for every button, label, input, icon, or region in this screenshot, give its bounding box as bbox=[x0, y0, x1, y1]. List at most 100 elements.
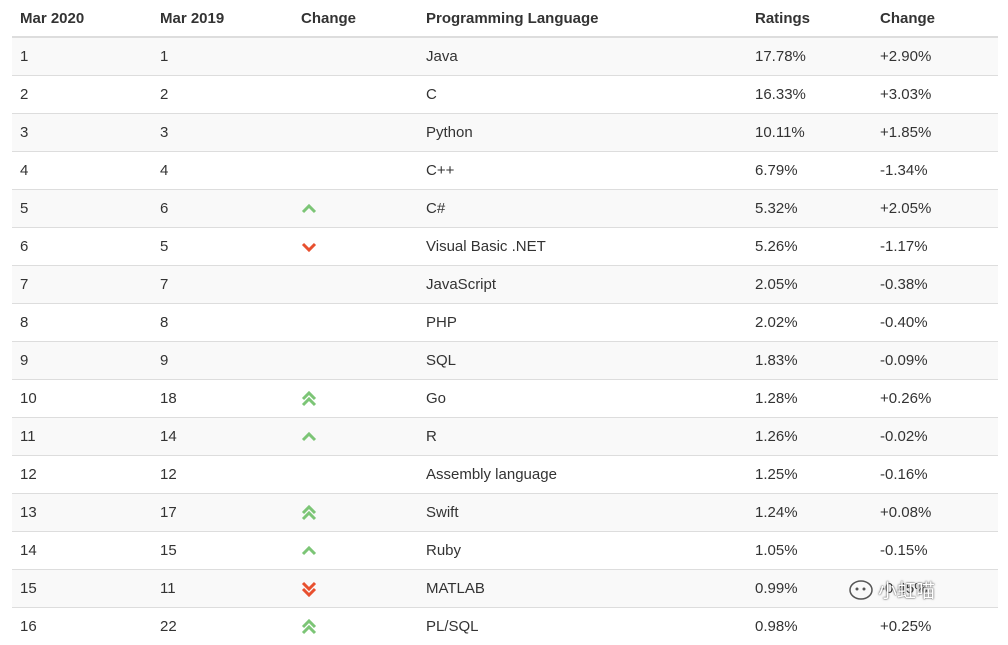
cell: PL/SQL bbox=[418, 608, 747, 645]
cell: -0.15% bbox=[872, 532, 998, 570]
cell: 1.83% bbox=[747, 342, 872, 380]
cell: 13 bbox=[12, 494, 152, 532]
cell: -0.02% bbox=[872, 418, 998, 456]
cell: +0.26% bbox=[872, 380, 998, 418]
cell: Python bbox=[418, 114, 747, 152]
header: Change bbox=[293, 0, 418, 37]
cell: 15 bbox=[152, 532, 293, 570]
change-icon bbox=[293, 494, 418, 532]
cell: 1.26% bbox=[747, 418, 872, 456]
cell: 7 bbox=[152, 266, 293, 304]
change-icon bbox=[293, 190, 418, 228]
change-icon bbox=[293, 304, 418, 342]
cell: 0.98% bbox=[747, 608, 872, 645]
cell: Go bbox=[418, 380, 747, 418]
cell: +0.08% bbox=[872, 494, 998, 532]
cell: 12 bbox=[12, 456, 152, 494]
cell: 7 bbox=[12, 266, 152, 304]
header: Mar 2019 bbox=[152, 0, 293, 37]
change-icon bbox=[293, 152, 418, 190]
cell: 1.24% bbox=[747, 494, 872, 532]
cell: 9 bbox=[152, 342, 293, 380]
cell: 5 bbox=[152, 228, 293, 266]
change-icon bbox=[293, 608, 418, 645]
cell: 14 bbox=[12, 532, 152, 570]
cell: 2 bbox=[12, 76, 152, 114]
change-icon bbox=[293, 380, 418, 418]
cell: -0.16% bbox=[872, 456, 998, 494]
header: Mar 2020 bbox=[12, 0, 152, 37]
cell: C++ bbox=[418, 152, 747, 190]
ranking-table: Mar 2020 Mar 2019 Change Programming Lan… bbox=[12, 0, 998, 645]
cell: 1.05% bbox=[747, 532, 872, 570]
cell: 5 bbox=[12, 190, 152, 228]
cell: Java bbox=[418, 37, 747, 76]
cell: 17.78% bbox=[747, 37, 872, 76]
watermark: 小虹喵 bbox=[848, 576, 935, 603]
header-row: Mar 2020 Mar 2019 Change Programming Lan… bbox=[12, 0, 998, 37]
cell: 2.05% bbox=[747, 266, 872, 304]
cell: 2 bbox=[152, 76, 293, 114]
cell: +0.25% bbox=[872, 608, 998, 645]
cell: Assembly language bbox=[418, 456, 747, 494]
cell: MATLAB bbox=[418, 570, 747, 608]
cell: 6 bbox=[152, 190, 293, 228]
change-icon bbox=[293, 456, 418, 494]
change-icon bbox=[293, 37, 418, 76]
cell: Swift bbox=[418, 494, 747, 532]
header: Ratings bbox=[747, 0, 872, 37]
cell: +3.03% bbox=[872, 76, 998, 114]
cell: 17 bbox=[152, 494, 293, 532]
cell: 4 bbox=[12, 152, 152, 190]
cell: -1.17% bbox=[872, 228, 998, 266]
header: Change bbox=[872, 0, 998, 37]
change-icon bbox=[293, 76, 418, 114]
cell: 16.33% bbox=[747, 76, 872, 114]
cell: 22 bbox=[152, 608, 293, 645]
change-icon bbox=[293, 418, 418, 456]
cell: SQL bbox=[418, 342, 747, 380]
cell: 11 bbox=[152, 570, 293, 608]
change-icon bbox=[293, 266, 418, 304]
cell: PHP bbox=[418, 304, 747, 342]
cell: +1.85% bbox=[872, 114, 998, 152]
cell: 10.11% bbox=[747, 114, 872, 152]
cell: +2.90% bbox=[872, 37, 998, 76]
cell: -0.38% bbox=[872, 266, 998, 304]
cell: 9 bbox=[12, 342, 152, 380]
cell: 5.32% bbox=[747, 190, 872, 228]
cell: 8 bbox=[152, 304, 293, 342]
cell: 8 bbox=[12, 304, 152, 342]
cell: Visual Basic .NET bbox=[418, 228, 747, 266]
cell: 5.26% bbox=[747, 228, 872, 266]
cell: JavaScript bbox=[418, 266, 747, 304]
cell: 2.02% bbox=[747, 304, 872, 342]
cell: 1.28% bbox=[747, 380, 872, 418]
cell: 4 bbox=[152, 152, 293, 190]
watermark-icon bbox=[848, 579, 874, 601]
cell: 1 bbox=[12, 37, 152, 76]
cell: 3 bbox=[152, 114, 293, 152]
cell: 14 bbox=[152, 418, 293, 456]
cell: 11 bbox=[12, 418, 152, 456]
cell: -0.40% bbox=[872, 304, 998, 342]
cell: 12 bbox=[152, 456, 293, 494]
cell: 3 bbox=[12, 114, 152, 152]
cell: 1.25% bbox=[747, 456, 872, 494]
cell: 15 bbox=[12, 570, 152, 608]
cell: 6.79% bbox=[747, 152, 872, 190]
